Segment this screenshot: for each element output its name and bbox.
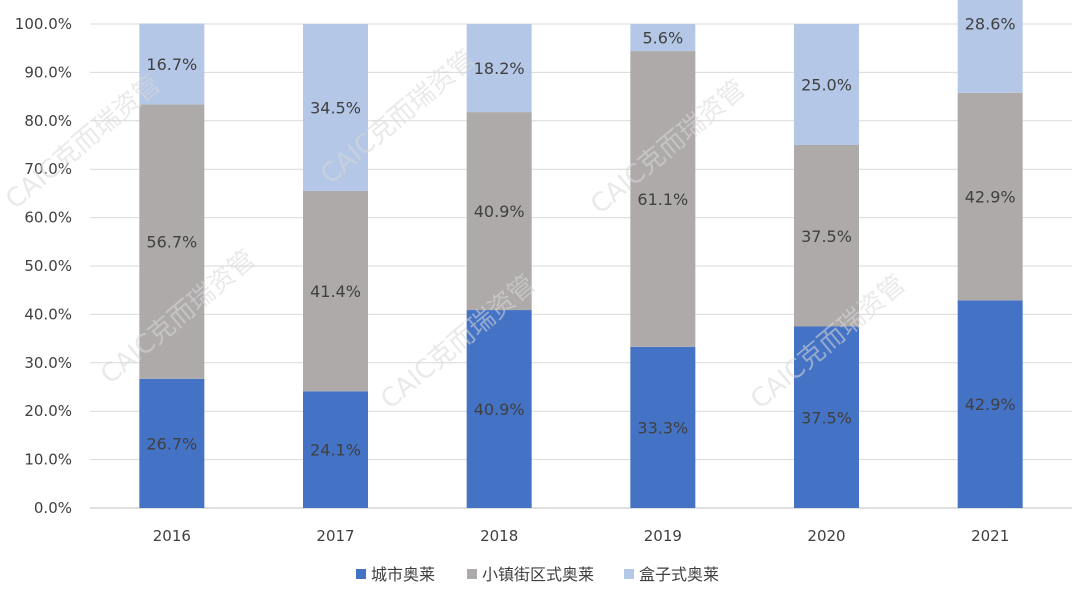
y-tick-label: 30.0% — [24, 354, 72, 372]
legend-swatch — [467, 569, 477, 579]
data-label: 24.1% — [310, 441, 361, 460]
x-tick-label: 2018 — [480, 527, 518, 545]
bar-segment — [957, 0, 1023, 93]
data-label: 40.9% — [474, 202, 525, 221]
data-label: 28.6% — [965, 15, 1016, 34]
bar-segment — [303, 24, 368, 191]
legend-swatch — [356, 569, 366, 579]
x-tick-label: 2020 — [807, 527, 845, 545]
y-tick-label: 20.0% — [24, 402, 72, 420]
bar-segment — [303, 391, 368, 508]
bar-segment — [794, 24, 859, 145]
data-label: 56.7% — [146, 233, 197, 252]
data-label: 33.3% — [637, 418, 688, 437]
x-tick-label: 2016 — [153, 527, 191, 545]
x-tick-label: 2019 — [644, 527, 682, 545]
x-tick-label: 2021 — [971, 527, 1009, 545]
bar-segment — [466, 310, 532, 508]
y-tick-label: 90.0% — [24, 63, 72, 81]
data-label: 26.7% — [146, 434, 197, 453]
y-tick-label: 70.0% — [24, 160, 72, 178]
data-label: 25.0% — [801, 76, 852, 95]
bar-segment — [466, 112, 532, 311]
data-label: 18.2% — [474, 59, 525, 78]
bar-segment — [794, 145, 859, 327]
bar-segment — [466, 24, 532, 113]
bar-segment — [794, 326, 859, 508]
data-label: 41.4% — [310, 282, 361, 301]
y-tick-label: 10.0% — [24, 451, 72, 469]
y-tick-label: 40.0% — [24, 305, 72, 323]
y-tick-label: 0.0% — [34, 499, 72, 517]
legend-label: 城市奥莱 — [371, 565, 435, 584]
bar-segment — [630, 24, 696, 52]
data-label: 37.5% — [801, 408, 852, 427]
data-label: 37.5% — [801, 227, 852, 246]
bar-segment — [957, 300, 1023, 508]
data-label: 42.9% — [965, 188, 1016, 207]
data-label: 5.6% — [643, 29, 684, 48]
data-label: 34.5% — [310, 98, 361, 117]
y-tick-label: 80.0% — [24, 112, 72, 130]
bar-segment — [139, 23, 205, 105]
x-tick-label: 2017 — [316, 527, 354, 545]
data-label: 40.9% — [474, 400, 525, 419]
data-label: 61.1% — [637, 190, 688, 209]
y-tick-label: 100.0% — [15, 15, 72, 33]
y-tick-label: 60.0% — [24, 209, 72, 227]
bar-segment — [630, 51, 696, 347]
bar-segment — [630, 346, 696, 508]
y-tick-label: 50.0% — [24, 257, 72, 275]
bar-segment — [303, 190, 368, 392]
legend-label: 盒子式奥莱 — [639, 565, 719, 584]
bar-segment — [139, 104, 205, 379]
legend-label: 小镇街区式奥莱 — [482, 565, 594, 584]
legend-swatch — [624, 569, 634, 579]
data-label: 42.9% — [965, 395, 1016, 414]
bar-segment — [139, 378, 205, 508]
data-label: 16.7% — [146, 55, 197, 74]
bar-segment — [957, 92, 1023, 301]
